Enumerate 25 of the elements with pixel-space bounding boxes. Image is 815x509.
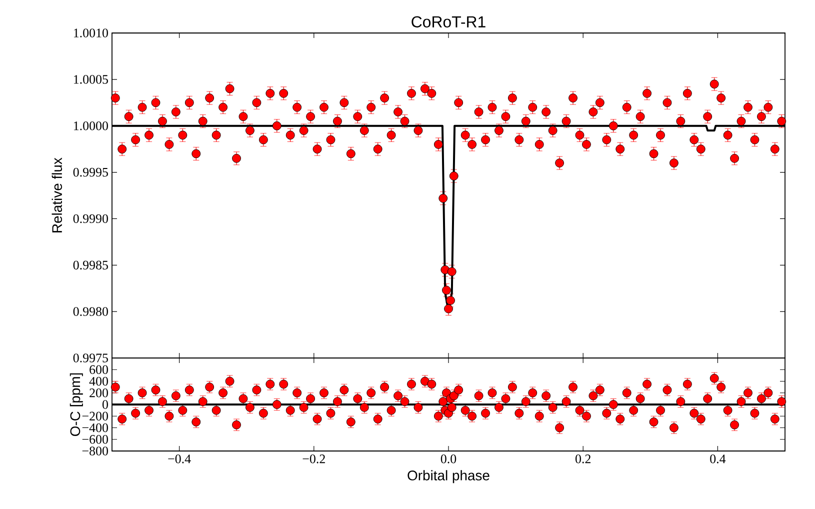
y-axis-title: O-C [ppm] [70, 373, 83, 436]
chart-title: CoRoT-R1 [412, 16, 486, 28]
x-tick-label: 0.4 [710, 454, 726, 464]
y-tick-label: 0.9990 [73, 214, 108, 224]
y-tick-label: 1.0010 [74, 28, 108, 38]
y-axis-title: Relative flux [52, 158, 62, 232]
y-tick-label: 0 [102, 400, 108, 409]
x-tick-label: 0.0 [440, 454, 456, 464]
y-tick-label: 200 [90, 388, 108, 398]
y-tick-label: −600 [82, 435, 108, 444]
x-axis-title: Orbital phase [408, 470, 490, 484]
x-tick-label: −0.2 [302, 454, 325, 464]
y-tick-label: 1.0005 [74, 75, 108, 84]
y-tick-label: −200 [82, 412, 108, 420]
y-tick-label: −400 [82, 423, 108, 432]
y-tick-label: 0.9985 [73, 260, 108, 270]
x-tick-label: −0.4 [168, 454, 191, 464]
y-tick-label: 400 [89, 376, 108, 386]
y-tick-label: 0.9980 [73, 307, 108, 316]
y-tick-label: 600 [90, 365, 108, 374]
y-tick-label: 0.9995 [73, 168, 108, 177]
y-tick-label: 0.9975 [73, 354, 108, 362]
y-tick-label: −800 [82, 446, 108, 456]
y-tick-label: 1.0000 [74, 121, 108, 130]
x-tick-label: 0.2 [576, 454, 590, 464]
